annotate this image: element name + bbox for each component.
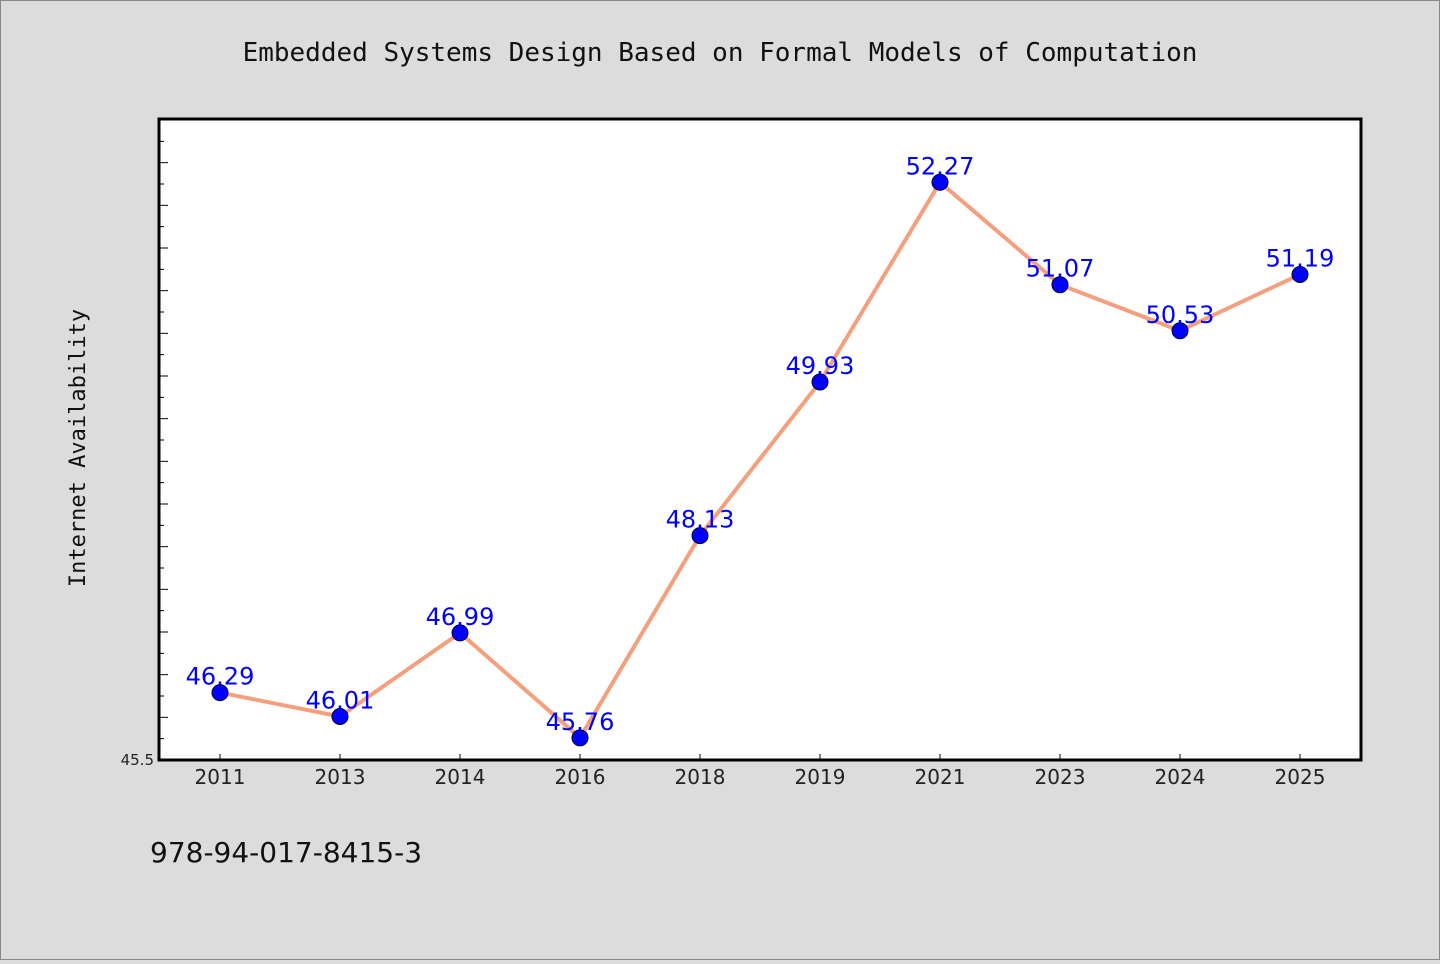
data-label: 50.53 <box>1146 301 1215 329</box>
x-tick-label: 2021 <box>915 765 966 789</box>
data-labels-group: 46.29 46.01 46.99 45.76 48.13 49.93 52.27 51.07… <box>186 152 1335 736</box>
series-line-segment <box>698 379 822 538</box>
data-points-group <box>211 173 1309 747</box>
x-tick-label: 2023 <box>1035 765 1086 789</box>
x-tick-label: 2019 <box>795 765 846 789</box>
series-line-segment <box>938 180 1062 287</box>
data-point <box>211 684 229 702</box>
y-axis-label: Internet Availability <box>66 309 91 587</box>
series-line-segment <box>578 533 702 740</box>
data-label: 49.93 <box>786 352 855 380</box>
data-point <box>931 173 949 191</box>
x-tick-label: 2024 <box>1155 765 1206 789</box>
data-point <box>571 729 589 747</box>
x-axis-ticks: 2011 2013 2014 2016 2018 2019 2021 2023 2024 2025 <box>195 754 1326 789</box>
data-label: 46.01 <box>306 686 375 714</box>
data-point <box>451 624 469 642</box>
y-tick-label: 45.5 <box>121 751 154 769</box>
data-label: 48.13 <box>666 506 735 534</box>
series-line-segment <box>218 690 342 719</box>
data-label: 52.27 <box>906 152 975 180</box>
data-label: 51.07 <box>1026 255 1095 283</box>
data-label: 51.19 <box>1266 244 1335 272</box>
data-point <box>1171 322 1189 340</box>
data-label: 46.29 <box>186 663 255 691</box>
chart-title: Embedded Systems Design Based on Formal … <box>243 38 1198 68</box>
data-point <box>331 707 349 725</box>
series-line-segment <box>1058 282 1182 333</box>
x-tick-label: 2014 <box>435 765 486 789</box>
data-label: 46.99 <box>426 603 495 631</box>
y-axis-ticks: 45.5 <box>121 119 168 769</box>
series-line-segment <box>458 630 582 740</box>
plot-area <box>157 117 1363 762</box>
series-line-group <box>218 180 1302 740</box>
footer-isbn: 978-94-017-8415-3 <box>150 836 422 869</box>
series-line-segment <box>1178 272 1302 333</box>
data-label: 45.76 <box>546 708 615 736</box>
x-tick-label: 2025 <box>1275 765 1326 789</box>
x-tick-label: 2013 <box>315 765 366 789</box>
data-point <box>811 373 829 391</box>
data-point <box>1051 276 1069 294</box>
x-tick-label: 2016 <box>555 765 606 789</box>
data-point <box>1291 265 1309 283</box>
series-line-segment <box>818 180 942 384</box>
x-tick-label: 2018 <box>675 765 726 789</box>
x-tick-label: 2011 <box>195 765 246 789</box>
series-line-segment <box>338 630 462 719</box>
data-point <box>691 527 709 545</box>
